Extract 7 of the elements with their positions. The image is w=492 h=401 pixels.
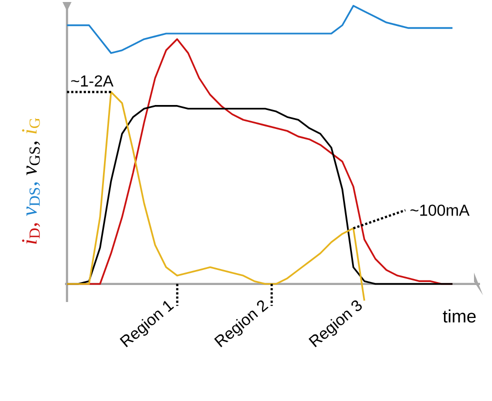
annotation: ~100mA (410, 204, 470, 216)
text: i$_{D}$, (22, 223, 40, 244)
annotation: ~1-2A (71, 75, 114, 86)
text: v$_{DS}$, (26, 182, 40, 216)
x-axis-title: time (442, 309, 476, 323)
text: v$_{GS}$, (26, 142, 40, 176)
text: i$_{G}$ (22, 118, 40, 134)
